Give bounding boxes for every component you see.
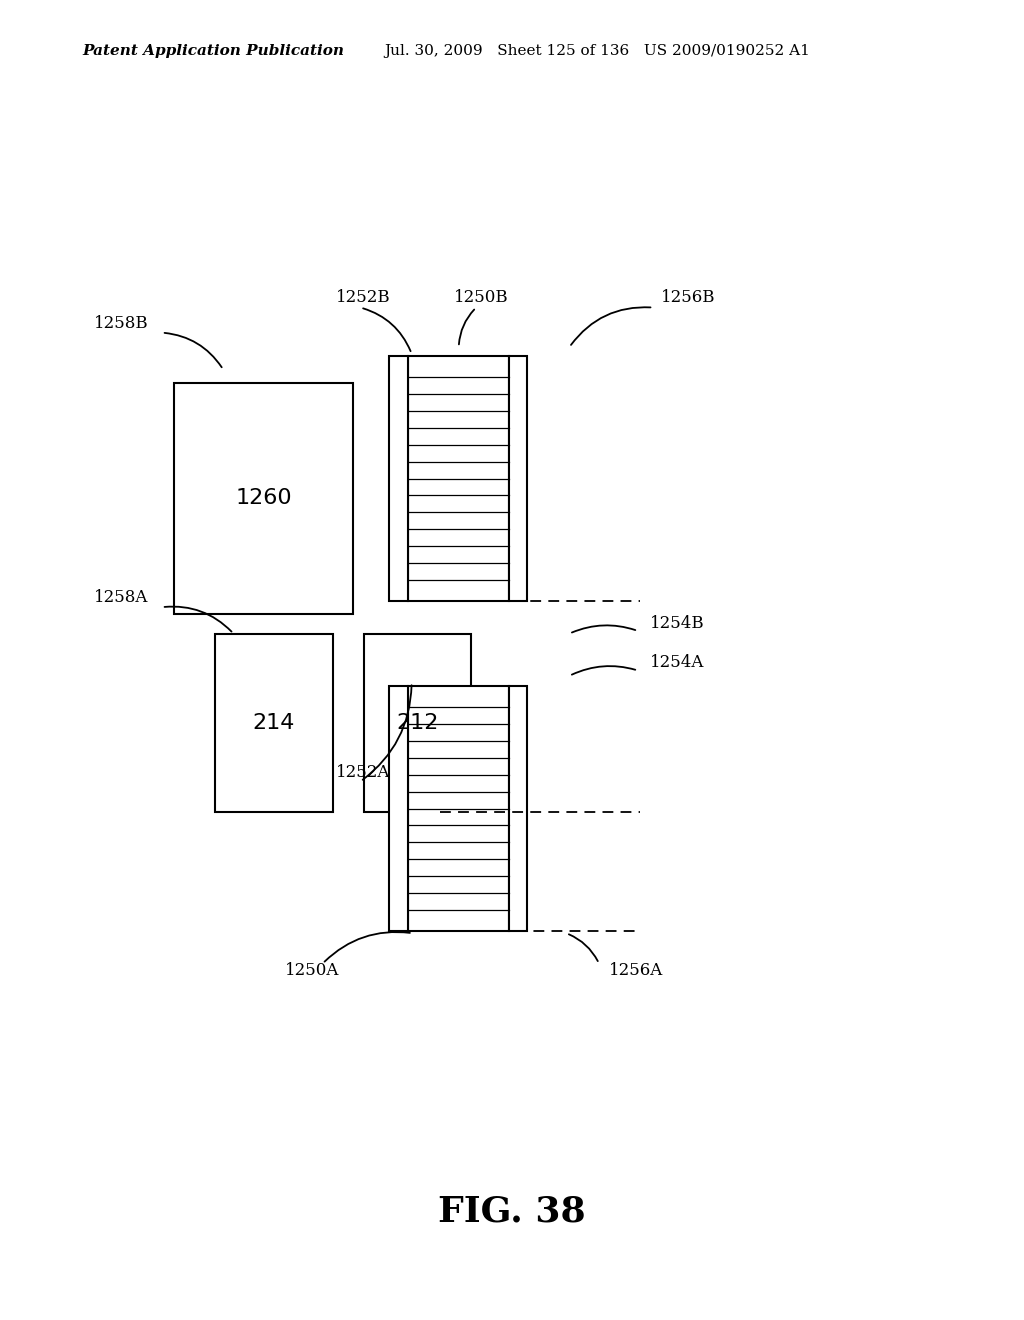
Text: 214: 214 (253, 713, 295, 733)
Bar (509, 686, 527, 931)
FancyArrowPatch shape (165, 333, 222, 367)
Bar (509, 356, 527, 601)
Text: 1254A: 1254A (650, 655, 705, 671)
FancyArrowPatch shape (325, 932, 410, 962)
Text: 1258B: 1258B (94, 315, 148, 331)
Text: 1256A: 1256A (609, 962, 664, 978)
FancyArrowPatch shape (165, 607, 231, 631)
Bar (389, 686, 408, 931)
Bar (215, 634, 333, 812)
FancyArrowPatch shape (364, 309, 411, 351)
Text: Jul. 30, 2009   Sheet 125 of 136   US 2009/0190252 A1: Jul. 30, 2009 Sheet 125 of 136 US 2009/0… (384, 45, 810, 58)
FancyArrowPatch shape (569, 935, 598, 961)
Bar (364, 634, 471, 812)
Text: 1250A: 1250A (285, 962, 340, 978)
Text: 1258A: 1258A (94, 590, 148, 606)
Bar (408, 686, 509, 931)
FancyArrowPatch shape (362, 685, 412, 780)
Bar (174, 383, 353, 614)
Text: 212: 212 (396, 713, 438, 733)
Text: 1252A: 1252A (336, 764, 391, 780)
Text: Patent Application Publication: Patent Application Publication (82, 45, 344, 58)
Bar (389, 356, 408, 601)
FancyArrowPatch shape (571, 308, 650, 345)
Text: 1252B: 1252B (336, 289, 391, 305)
Text: 1254B: 1254B (650, 615, 705, 631)
Text: 1256B: 1256B (660, 289, 715, 305)
Text: 1260: 1260 (236, 488, 292, 508)
FancyArrowPatch shape (571, 667, 635, 675)
FancyArrowPatch shape (459, 310, 474, 345)
Bar (408, 356, 509, 601)
Text: 1250B: 1250B (454, 289, 509, 305)
FancyArrowPatch shape (571, 626, 635, 632)
Text: FIG. 38: FIG. 38 (438, 1195, 586, 1229)
